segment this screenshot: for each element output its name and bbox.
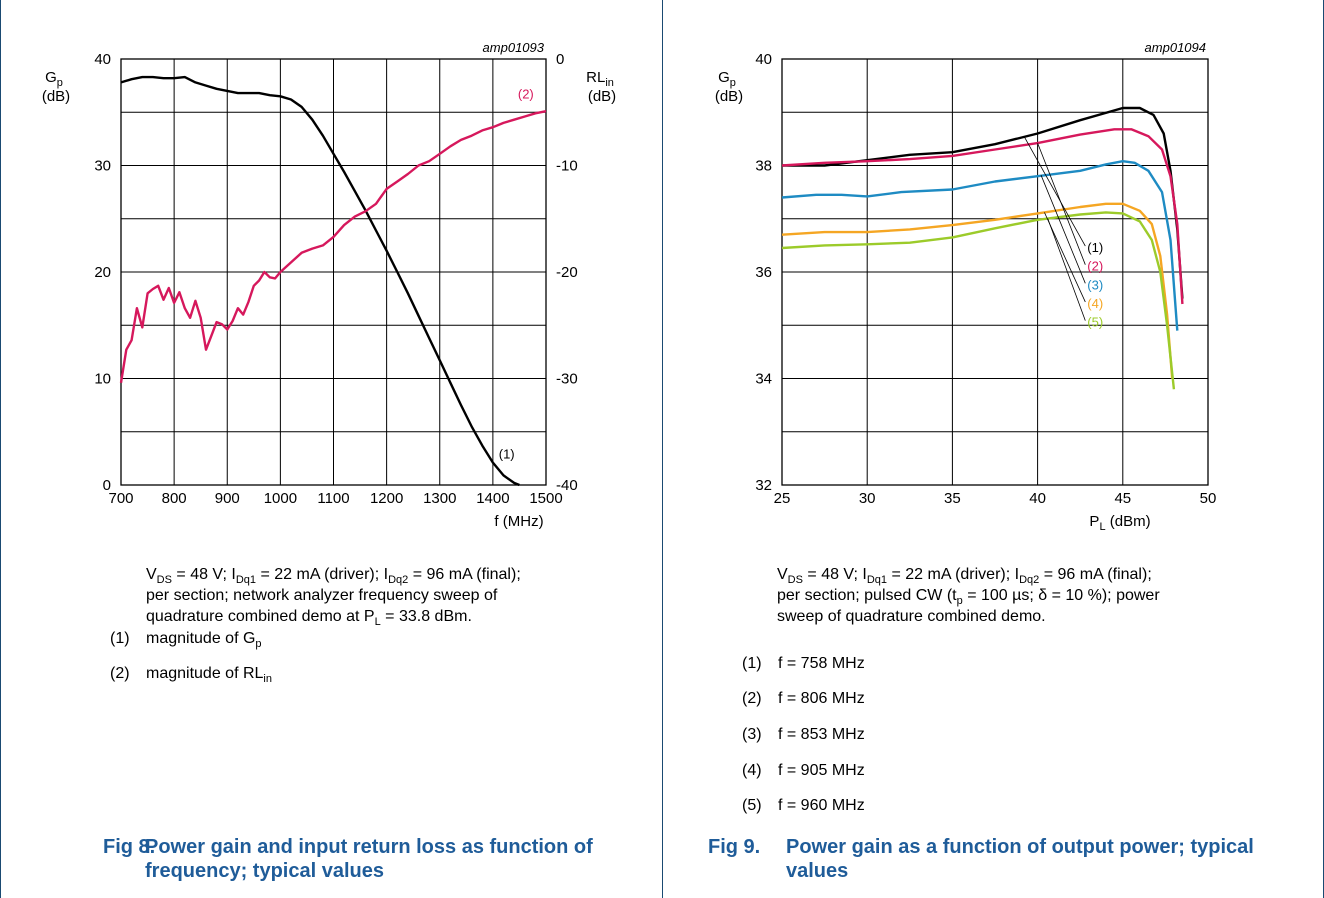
- fig9-caption: Fig 9. Power gain as a function of outpu…: [708, 835, 1268, 887]
- chart2-xtick-label: 45: [1114, 490, 1131, 507]
- chart1-ytick-label: 0: [103, 477, 111, 494]
- chart1-xtick-label: 700: [108, 490, 133, 507]
- chart2-xtick-label: 25: [774, 490, 791, 507]
- fig9-title: Power gain as a function of output power…: [786, 836, 1254, 882]
- chart1-xtick-label: 1300: [423, 490, 456, 507]
- chart1-y2label: RLin: [586, 69, 614, 89]
- chart1-y2tick-label: 0: [556, 51, 564, 68]
- fig8-title: Power gain and input return loss as func…: [145, 836, 593, 882]
- chart1-series-2-line: [119, 110, 547, 383]
- chart2-ylabel: Gp: [718, 69, 736, 89]
- chart2-xtick-label: 35: [944, 490, 961, 507]
- chart2-series-1-label: (1): [1087, 240, 1103, 255]
- fig9-note-4: (4) f = 905 MHz: [742, 762, 865, 779]
- chart1-ytick-label: 20: [94, 264, 111, 281]
- chart1-xtick-label: 1200: [370, 490, 403, 507]
- chart2-callout-line-1: [1023, 136, 1086, 247]
- chart2-ytick-label: 32: [755, 477, 772, 494]
- fig8-conditions: VDS = 48 V; IDq1 = 22 mA (driver); IDq2 …: [146, 566, 521, 628]
- chart2-plot-frame: [781, 58, 1209, 486]
- chart2-code-label: amp01094: [1145, 40, 1206, 55]
- chart2-series-1-line: [782, 106, 1184, 299]
- chart1-ytick-label: 10: [94, 371, 111, 388]
- fig9-note-5: (5) f = 960 MHz: [742, 797, 865, 814]
- center-divider: [662, 0, 663, 898]
- chart1-code-label: amp01093: [483, 40, 545, 55]
- chart1-xtick-label: 1400: [476, 490, 509, 507]
- chart2-callout-line-3: [1040, 174, 1086, 284]
- fig9-note-1: (1) f = 758 MHz: [742, 655, 865, 672]
- fig9-number: Fig 9.: [708, 836, 761, 858]
- chart1-y2tick-label: -20: [556, 264, 578, 281]
- chart1-y2tick-label: -30: [556, 371, 578, 388]
- chart1-xtick-label: 900: [215, 490, 240, 507]
- chart2-ytick-label: 34: [755, 371, 772, 388]
- chart1-ytick-label: 30: [94, 158, 111, 175]
- chart2-ytick-label: 38: [755, 158, 772, 175]
- chart2-ytick-label: 36: [755, 264, 772, 281]
- chart2-series-4-label: (4): [1087, 296, 1103, 311]
- chart2-series-3-line: [781, 159, 1179, 331]
- chart1-y2tick-label: -40: [556, 477, 578, 494]
- chart1-y2label-unit: (dB): [588, 88, 616, 105]
- chart1-series-2-label: (2): [518, 86, 534, 101]
- chart2-series-4-line: [781, 202, 1174, 379]
- chart2-xlabel: PL (dBm): [1089, 513, 1150, 533]
- chart2-callout-line-2: [1037, 142, 1086, 265]
- chart1-xtick-label: 800: [162, 490, 187, 507]
- chart2-series-2-line: [781, 128, 1184, 305]
- left-border: [0, 0, 1, 898]
- chart1-xtick-label: 1100: [317, 490, 349, 507]
- chart2-callout-line-5: [1047, 218, 1086, 321]
- chart2-series-3-label: (3): [1087, 277, 1103, 292]
- chart2-series-5-line: [781, 211, 1176, 390]
- chart1-series-1-label: (1): [499, 446, 515, 461]
- chart2-series-2-label: (2): [1087, 259, 1103, 274]
- chart2-xtick-label: 40: [1029, 490, 1046, 507]
- chart1-ylabel: Gp: [45, 69, 63, 89]
- chart1-series-1-line: [120, 75, 520, 487]
- chart1-y2tick-label: -10: [556, 158, 578, 175]
- fig9-note-3: (3) f = 853 MHz: [742, 726, 865, 743]
- chart1-xlabel: f (MHz): [494, 513, 543, 530]
- fig8-number: Fig 8.: [103, 836, 156, 858]
- fig8-caption: Fig 8. Power gain and input return loss …: [103, 835, 658, 887]
- fig9-note-2: (2) f = 806 MHz: [742, 690, 865, 707]
- fig8-note-2: (2) magnitude of RLin: [110, 665, 272, 685]
- chart1-ytick-label: 40: [94, 51, 111, 68]
- chart2-xtick-label: 30: [859, 490, 876, 507]
- chart1-xtick-label: 1500: [529, 490, 562, 507]
- fig8-note-1: (1) magnitude of Gp: [110, 630, 262, 650]
- chart2-ytick-label: 40: [755, 51, 772, 68]
- chart2-xtick-label: 50: [1200, 490, 1217, 507]
- fig9-conditions: VDS = 48 V; IDq1 = 22 mA (driver); IDq2 …: [777, 566, 1160, 625]
- chart2-series-5-label: (5): [1087, 315, 1103, 330]
- chart1-ylabel-unit: (dB): [42, 88, 70, 105]
- chart1-plot-frame: [120, 58, 547, 486]
- chart2-ylabel-unit: (dB): [715, 88, 743, 105]
- chart1-xtick-label: 1000: [264, 490, 297, 507]
